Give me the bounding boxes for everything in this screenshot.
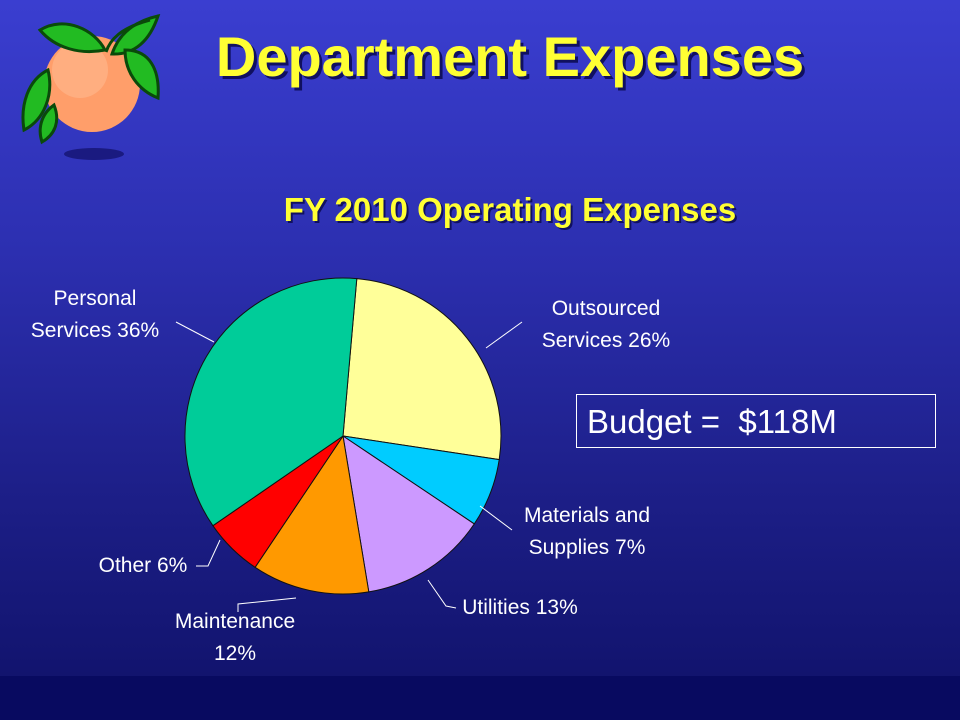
slice-label-outsourced-services: Outsourced Services 26% [542,297,670,352]
page-title: Department Expenses [215,25,805,88]
slice-label-other: Other 6% [99,554,188,577]
peach-logo-icon [21,13,161,160]
leader-line [196,539,221,567]
leader-line [237,597,297,612]
leader-line [485,321,523,349]
leader-line [427,579,457,609]
slice-label-personal-services: Personal Services 36% [31,287,159,342]
leader-line [175,321,215,343]
slice-label-utilities: Utilities 13% [462,596,578,619]
pie-slice-utilities [342,434,475,593]
slice-label-materials-and-supplies: Materials and Supplies 7% [524,504,650,559]
budget-callout: Budget = $118M [576,394,936,448]
slice-label-maintenance: Maintenance 12% [175,610,295,665]
pie-slice-maintenance [254,434,370,595]
pie-slice-personal-services [184,277,358,527]
pie-slice-outsourced-services [342,278,502,461]
footer-bar [0,676,960,720]
leader-line [479,505,513,531]
chart-title: FY 2010 Operating Expenses [283,191,737,228]
